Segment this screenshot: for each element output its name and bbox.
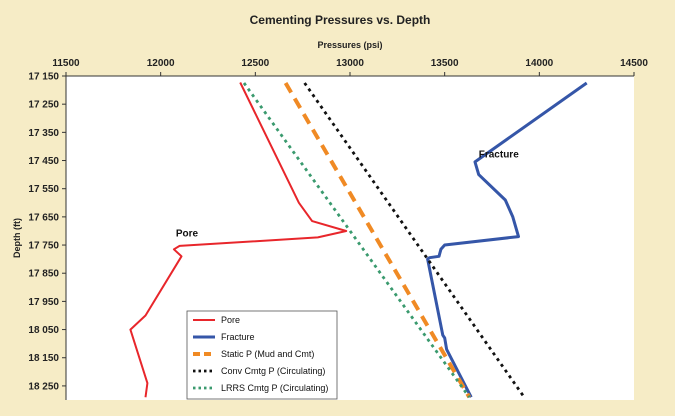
legend-box	[186, 310, 338, 400]
annotation-label: Pore	[176, 229, 199, 240]
legend-entry: Static P (Mud and Cmt)	[221, 349, 314, 359]
y-tick-label: 17 950	[28, 297, 59, 308]
y-axis-label: Depth (ft)	[12, 218, 22, 258]
series-line-lrrs-cmtg-p-circulating	[242, 82, 471, 399]
plot-area	[66, 76, 634, 400]
y-tick-label: 17 150	[28, 72, 59, 83]
series-line-conv-cmtg-p-circulating	[303, 82, 526, 399]
legend-entry: Pore	[221, 315, 240, 325]
legend-entry: Conv Cmtg P (Circulating)	[221, 366, 325, 376]
y-tick-label: 17 250	[28, 100, 59, 111]
series-layer	[129, 81, 588, 399]
y-tick-label: 17 750	[28, 241, 59, 252]
legend-entry: Fracture	[221, 332, 255, 342]
legend-entry: LRRS Cmtg P (Circulating)	[221, 383, 328, 393]
axes: 11500 12000 12500 13000 13500 14000 14500 17 15…	[28, 58, 648, 400]
y-tick-label: 18 250	[28, 381, 59, 392]
x-tick-label: 11500	[52, 58, 80, 69]
y-tick-label: 18 050	[28, 325, 59, 336]
series-line-pore	[129, 82, 348, 398]
x-tick-label: 12000	[147, 58, 175, 69]
x-tick-label: 12500	[241, 58, 269, 69]
y-tick-label: 17 550	[28, 184, 59, 195]
x-tick-label: 13500	[431, 58, 459, 69]
y-tick-label: 17 650	[28, 212, 59, 223]
y-tick-label: 17 350	[28, 128, 59, 139]
annotation-label: Fracture	[479, 150, 519, 161]
y-tick-label: 17 450	[28, 156, 59, 167]
x-tick-label: 14000	[525, 58, 553, 69]
y-tick-label: 17 850	[28, 269, 59, 280]
x-tick-label: 14500	[620, 58, 648, 69]
y-tick-label: 18 150	[28, 353, 59, 364]
x-tick-label: 13000	[336, 58, 364, 69]
chart-title: Cementing Pressures vs. Depth	[250, 13, 431, 27]
series-line-static-p-mud-and-cmt	[283, 81, 472, 399]
annotation-layer: Pore Fracture	[176, 150, 519, 240]
x-axis-label: Pressures (psi)	[317, 40, 382, 50]
series-line-fracture	[426, 81, 588, 398]
legend: Pore Fracture Static P (Mud and Cmt) Conv C…	[186, 310, 338, 400]
